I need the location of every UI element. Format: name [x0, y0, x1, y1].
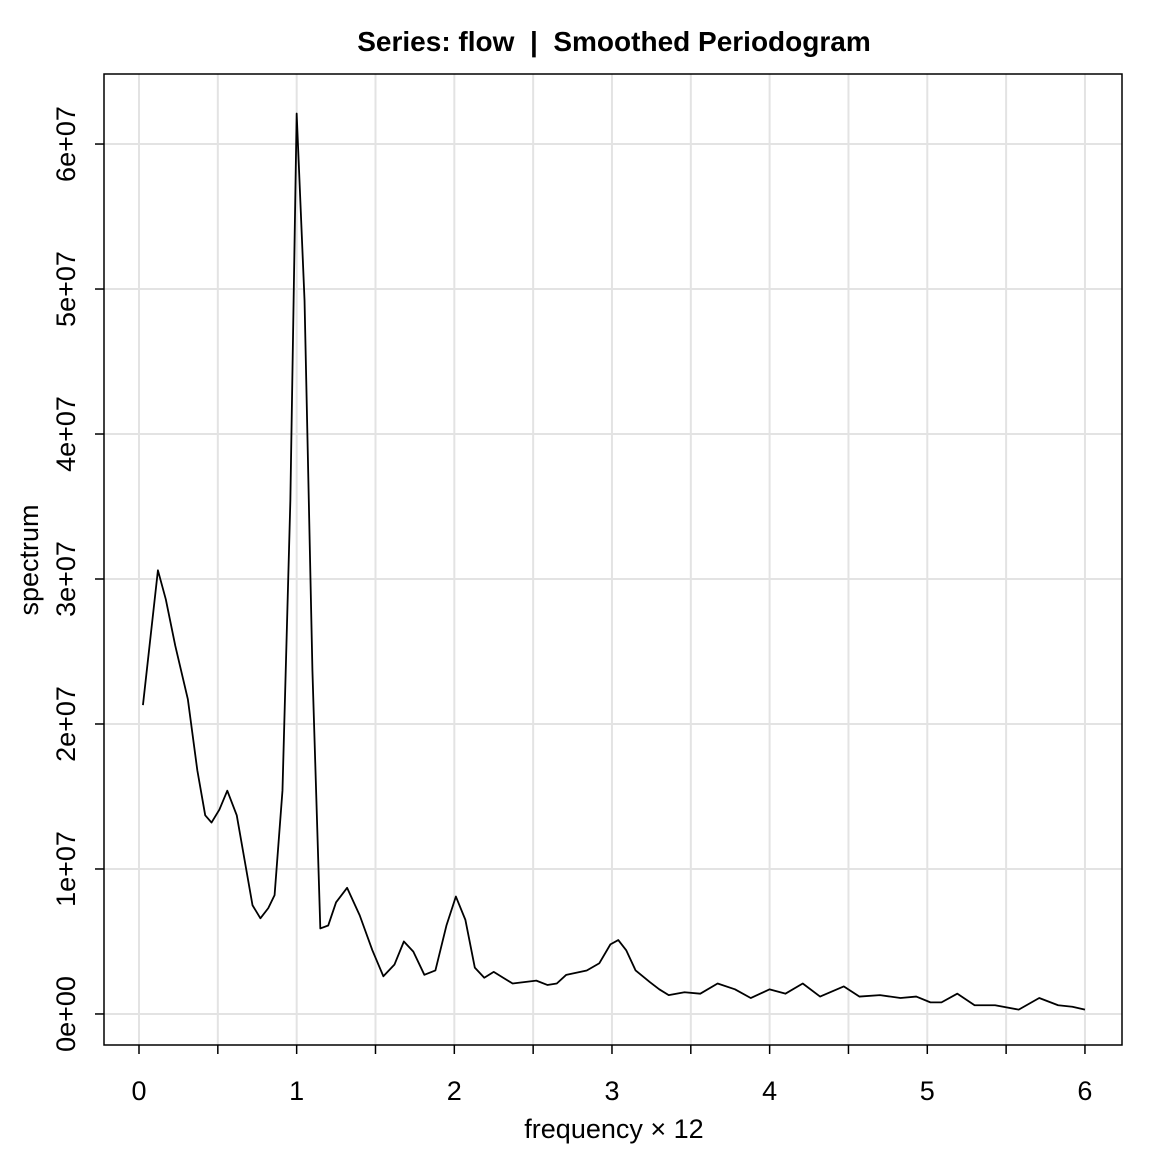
plot-frame	[103, 73, 1123, 1046]
y-axis-label: spectrum	[14, 504, 44, 615]
series-line	[142, 112, 1086, 1011]
plot	[142, 112, 1086, 1011]
chart-title: Series: flow | Smoothed Periodogram	[357, 26, 870, 57]
y-tick-label: 6e+07	[51, 106, 81, 182]
x-tick-label: 2	[447, 1076, 462, 1106]
grid	[104, 74, 1122, 1045]
x-tick-label: 0	[131, 1076, 146, 1106]
y-tick-label: 4e+07	[51, 396, 81, 472]
x-tick-label: 1	[289, 1076, 304, 1106]
y-tick-label: 0e+00	[51, 976, 81, 1052]
x-tick-label: 3	[604, 1076, 619, 1106]
y-tick-label: 3e+07	[51, 541, 81, 617]
y-tick-label: 1e+07	[51, 831, 81, 907]
x-axis-label: frequency × 12	[524, 1114, 703, 1144]
x-tick-label: 4	[762, 1076, 777, 1106]
y-tick-label: 2e+07	[51, 686, 81, 762]
x-tick-label: 5	[920, 1076, 935, 1106]
y-tick-label: 5e+07	[51, 251, 81, 327]
x-tick-label: 6	[1077, 1076, 1092, 1106]
